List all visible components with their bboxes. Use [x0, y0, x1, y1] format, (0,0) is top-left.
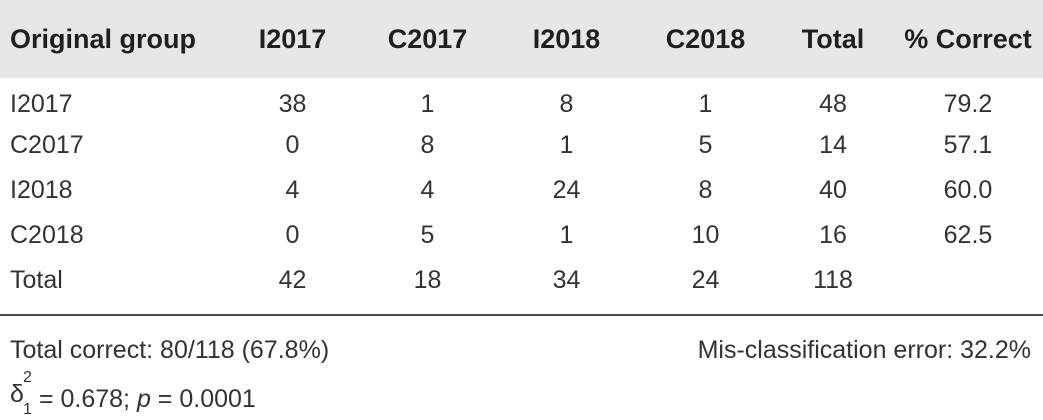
delta-superscript: 2	[23, 369, 32, 386]
table-row: C2018 0 5 1 10 16 62.5	[0, 213, 1043, 258]
header-i2017: I2017	[258, 23, 327, 54]
table-cell: 1	[559, 221, 574, 249]
delta-symbol: δ	[10, 380, 24, 408]
table-header: Original group I2017 C2017 I2018 C2018 T…	[0, 0, 1043, 78]
misclassification-note: Mis-classification error: 32.2%	[697, 336, 1031, 364]
row-label: Total	[10, 266, 63, 294]
table-cell: 16	[819, 221, 847, 249]
table-cell	[893, 258, 1043, 303]
header-original-group: Original group	[10, 23, 196, 54]
table-cell: 18	[413, 266, 442, 294]
classification-table-container: Original group I2017 C2017 I2018 C2018 T…	[0, 0, 1043, 303]
table-cell: 57.1	[943, 131, 993, 159]
table-cell: 10	[691, 221, 720, 249]
table-cell: 24	[691, 266, 720, 294]
table-cell: 34	[552, 266, 581, 294]
row-label: I2017	[10, 90, 73, 118]
row-label: C2017	[10, 131, 84, 159]
table-cell: 0	[285, 131, 300, 159]
table-bottom-rule	[0, 314, 1043, 316]
table-cell: 1	[698, 90, 713, 118]
table-cell: 40	[819, 176, 847, 204]
table-cell: 24	[552, 176, 581, 204]
classification-table: Original group I2017 C2017 I2018 C2018 T…	[0, 0, 1043, 303]
table-cell: 62.5	[943, 221, 993, 249]
header-c2018: C2018	[665, 23, 746, 54]
table-cell: 48	[819, 90, 847, 118]
table-cell: 4	[285, 176, 300, 204]
table-cell: 60.0	[943, 176, 993, 204]
total-correct-note: Total correct: 80/118 (67.8%)	[10, 336, 330, 364]
delta-symbol-group: δ 2 1	[10, 369, 32, 418]
table-row: I2017 38 1 8 1 48 79.2	[0, 78, 1043, 123]
p-value: = 0.0001	[150, 385, 256, 413]
table-cell: 1	[420, 90, 435, 118]
table-cell: 79.2	[943, 90, 993, 118]
table-row: Total 42 18 34 24 118	[0, 258, 1043, 303]
p-label: p	[136, 385, 151, 413]
header-total: Total	[801, 23, 865, 54]
header-c2017: C2017	[387, 23, 468, 54]
table-cell: 38	[278, 90, 307, 118]
table-cell: 5	[420, 221, 435, 249]
table-cell: 0	[285, 221, 300, 249]
table-row: C2017 0 8 1 5 14 57.1	[0, 123, 1043, 168]
table-cell: 4	[420, 176, 435, 204]
statistic-value: = 0.678;	[32, 385, 137, 413]
table-cell: 118	[813, 266, 853, 294]
table-cell: 8	[559, 90, 574, 118]
table-cell: 1	[559, 131, 574, 159]
table-row: I2018 4 4 24 8 40 60.0	[0, 168, 1043, 213]
row-label: C2018	[10, 221, 84, 249]
table-cell: 42	[278, 266, 307, 294]
table-cell: 14	[819, 131, 847, 159]
delta-subscript: 1	[23, 401, 32, 418]
header-row: Original group I2017 C2017 I2018 C2018 T…	[0, 0, 1043, 78]
header-i2018: I2018	[532, 23, 601, 54]
table-cell: 8	[420, 131, 435, 159]
statistic-note: δ 2 1 = 0.678; p = 0.0001	[10, 369, 256, 418]
table-body: I2017 38 1 8 1 48 79.2 C2017 0 8 1 5 14 …	[0, 78, 1043, 303]
table-cell: 8	[698, 176, 713, 204]
row-label: I2018	[10, 176, 73, 204]
header-percent-correct: % Correct	[904, 23, 1032, 54]
table-cell: 5	[698, 131, 713, 159]
